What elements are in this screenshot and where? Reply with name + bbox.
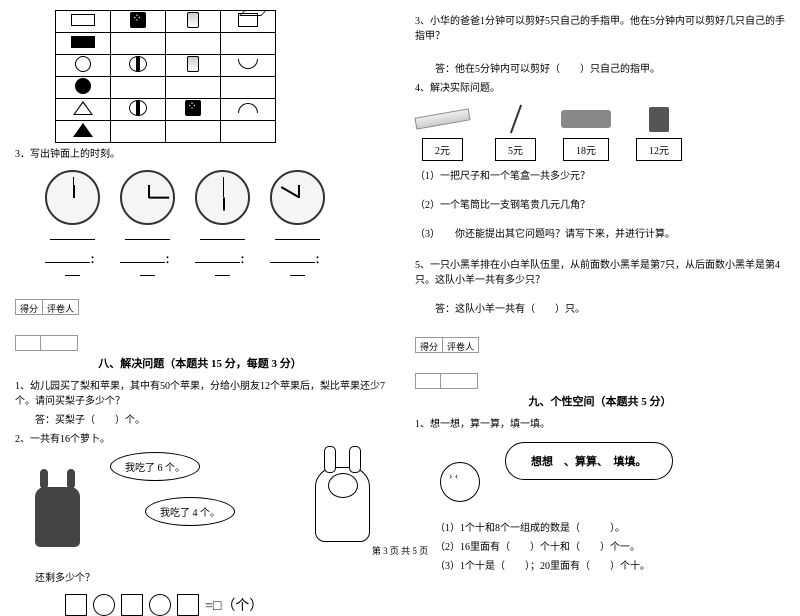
q3-right-answer: 答：他在5分钟内可以剪好（ ）只自己的指甲。 <box>435 62 785 77</box>
score-box-row2 <box>15 335 385 351</box>
score-box-2-row2 <box>415 373 785 389</box>
q3-clocks-label: 3．写出钟面上的时刻。 <box>15 147 385 162</box>
price-box: 2元 <box>422 138 463 161</box>
items-row: 2元 5元 18元 12元 <box>415 104 785 161</box>
fill-1: （1）1个十和8个一组成的数是（ ）。 <box>435 521 785 536</box>
q4-1: （1）一把尺子和一个笔盒一共多少元？ <box>415 169 785 184</box>
q9-1: 1、想一想，算一算，填一填。 <box>415 417 785 432</box>
score-label: 得分 <box>15 299 43 315</box>
ruler-icon <box>414 108 470 129</box>
rabbit-white-icon <box>315 467 370 542</box>
clock-icon <box>120 170 175 225</box>
answer-lines <box>45 230 385 243</box>
section-8-title: 八、解决问题（本题共 15 分，每题 3 分） <box>15 355 385 371</box>
remain-label: 还剩多少个？ <box>35 571 385 586</box>
head-icon <box>440 462 480 502</box>
answer-lines-2: ： ： ： ： <box>45 251 385 279</box>
q8-1: 1、幼儿园买了梨和苹果，其中有50个苹果，分给小朋友12个苹果后，梨比苹果还少7… <box>15 379 385 409</box>
rabbit-scene: 我吃了 6 个。 我吃了 4 个。 <box>15 452 385 567</box>
score-box-2: 得分 评卷人 <box>415 337 785 353</box>
rabbit-dark-icon <box>35 487 80 547</box>
fill-3: （3）1个十是（ ）；20里面有（ ）个十。 <box>435 559 785 574</box>
speech-bubble-2: 我吃了 4 个。 <box>145 497 235 526</box>
score-label: 得分 <box>415 337 443 353</box>
q3-right: 3、小华的爸爸1分钟可以剪好5只自己的手指甲。他在5分钟内可以剪好几只自己的手指… <box>415 14 785 44</box>
clocks-row <box>45 170 385 225</box>
score-box: 得分 评卷人 <box>15 299 385 315</box>
eq-result: =□（个） <box>205 595 263 615</box>
clock-icon <box>45 170 100 225</box>
q4-3: （3） 你还能提出其它问题吗？请写下来，并进行计算。 <box>415 227 785 242</box>
penholder-icon <box>649 107 669 132</box>
q5-answer: 答：这队小羊一共有（ ）只。 <box>435 302 785 317</box>
q4-label: 4、解决实际问题。 <box>415 81 785 96</box>
clock-icon <box>195 170 250 225</box>
fill-2: （2）16里面有（ ）个十和（ ）个一。 <box>435 540 785 555</box>
equation-row: =□（个） <box>65 594 385 616</box>
price-box: 5元 <box>495 138 536 161</box>
q4-2: （2）一个笔筒比一支钢笔贵几元几角？ <box>415 198 785 213</box>
speech-bubble-1: 我吃了 6 个。 <box>110 452 200 481</box>
price-box: 12元 <box>636 138 682 161</box>
section-9-title: 九、个性空间（本题共 5 分） <box>415 393 785 409</box>
q5: 5、一只小黑羊排在小白羊队伍里，从前面数小黑羊是第7只，从后面数小黑羊是第4只。… <box>415 258 785 288</box>
clock-icon <box>270 170 325 225</box>
thought-cloud: 想想 、算算、 填填。 <box>505 442 673 480</box>
q8-2: 2、一共有16个萝卜。 <box>15 432 385 447</box>
grader-label: 评卷人 <box>442 337 479 353</box>
grader-label: 评卷人 <box>42 299 79 315</box>
shape-match-table <box>55 10 276 143</box>
q8-1-answer: 答：买梨子（ ）个。 <box>35 413 385 428</box>
pencilcase-icon <box>561 110 611 128</box>
pencil-icon <box>509 105 521 134</box>
price-box: 18元 <box>563 138 609 161</box>
think-scene: 想想 、算算、 填填。 <box>415 437 785 517</box>
